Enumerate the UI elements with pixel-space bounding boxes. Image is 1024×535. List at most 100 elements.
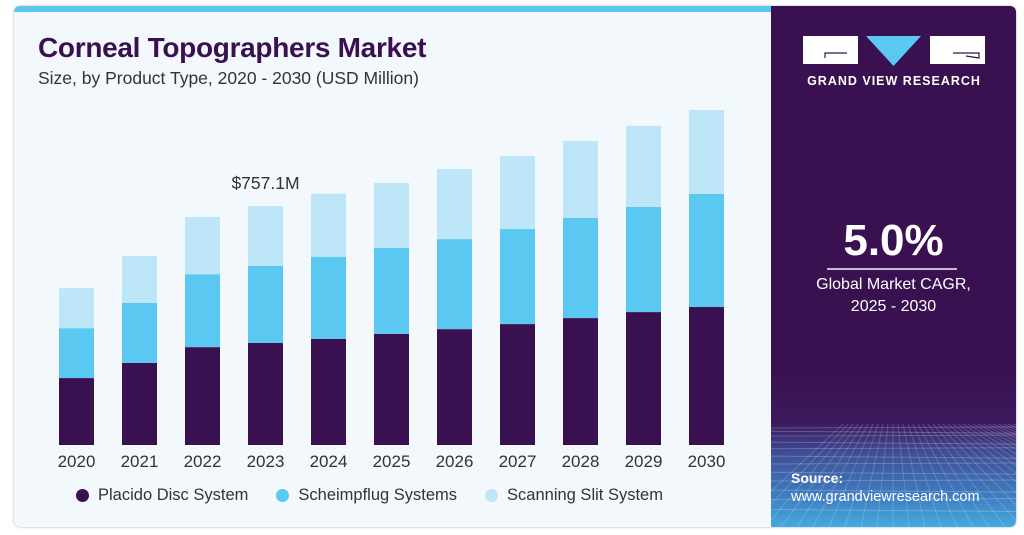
bar-segment-scanning-slit-system-2021 bbox=[122, 255, 157, 303]
bar-segment-scheimpflug-systems-2027 bbox=[500, 229, 535, 325]
infographic-card: Corneal Topographers Market Size, by Pro… bbox=[14, 6, 1016, 527]
x-tick-label: 2030 bbox=[688, 452, 726, 471]
grid-line bbox=[771, 424, 849, 505]
grid-line bbox=[912, 424, 958, 527]
grid-line bbox=[844, 424, 879, 527]
x-tick-label: 2021 bbox=[121, 452, 159, 471]
bar-segment-scanning-slit-system-2028 bbox=[563, 140, 598, 218]
grid-line bbox=[771, 508, 1016, 512]
grid-line bbox=[771, 441, 1016, 445]
bar-segment-scheimpflug-systems-2030 bbox=[689, 193, 724, 308]
legend-label: Scanning Slit System bbox=[507, 486, 663, 504]
grid-line bbox=[771, 455, 1016, 459]
grid-line bbox=[917, 424, 974, 527]
grid-line bbox=[907, 424, 942, 527]
source-url[interactable]: www.grandviewresearch.com bbox=[791, 489, 980, 505]
grid-line bbox=[922, 424, 990, 527]
legend-item-placido: Placido Disc System bbox=[76, 486, 248, 505]
accent-bar bbox=[14, 6, 771, 12]
cagr-label-line2: 2025 - 2030 bbox=[850, 298, 937, 315]
bar-segment-scanning-slit-system-2020 bbox=[59, 288, 94, 329]
grid-line bbox=[771, 462, 1016, 465]
chart-subtitle: Size, by Product Type, 2020 - 2030 (USD … bbox=[38, 68, 419, 88]
grid-line bbox=[876, 424, 889, 527]
grid-line bbox=[771, 471, 1016, 475]
grid-line bbox=[897, 424, 910, 527]
cagr-label: Global Market CAGR, 2025 - 2030 bbox=[771, 274, 1016, 318]
grid-line bbox=[932, 424, 1016, 522]
bar-segment-placido-disc-system-2028 bbox=[563, 318, 598, 445]
x-tick-label: 2028 bbox=[562, 452, 600, 471]
bar-segment-placido-disc-system-2026 bbox=[437, 329, 472, 445]
legend-dot-placido bbox=[76, 489, 89, 502]
legend-item-scanning: Scanning Slit System bbox=[485, 486, 663, 505]
grid-line bbox=[796, 424, 864, 527]
bar-segment-scanning-slit-system-2023 bbox=[248, 205, 283, 266]
x-tick-label: 2023 bbox=[247, 452, 285, 471]
bar-segment-placido-disc-system-2029 bbox=[626, 312, 661, 445]
bar-segment-scheimpflug-systems-2025 bbox=[374, 247, 409, 334]
chart-legend: Placido Disc System Scheimpflug Systems … bbox=[76, 486, 691, 505]
x-tick-label: 2027 bbox=[499, 452, 537, 471]
bar-segment-scheimpflug-systems-2020 bbox=[59, 328, 94, 379]
legend-dot-scheimpflug bbox=[276, 489, 290, 502]
grid-mesh-decoration bbox=[771, 424, 1016, 527]
grid-line bbox=[947, 424, 1016, 483]
grid-line bbox=[860, 424, 884, 527]
bar-segment-scanning-slit-system-2030 bbox=[689, 110, 724, 194]
grid-line bbox=[771, 489, 1016, 493]
grid-line bbox=[967, 424, 1016, 455]
bar-segment-scanning-slit-system-2027 bbox=[500, 156, 535, 230]
grid-line bbox=[977, 424, 1016, 446]
source-label: Source: bbox=[791, 470, 844, 486]
cagr-label-line1: Global Market CAGR, bbox=[816, 276, 971, 293]
x-tick-label: 2025 bbox=[373, 452, 411, 471]
grid-line bbox=[828, 424, 874, 527]
grand-view-research-logo-icon bbox=[803, 36, 985, 66]
bar-segment-scheimpflug-systems-2026 bbox=[437, 239, 472, 330]
bar-segment-scanning-slit-system-2025 bbox=[374, 182, 409, 248]
bar-segment-placido-disc-system-2022 bbox=[185, 347, 220, 445]
x-tick-label: 2020 bbox=[58, 452, 96, 471]
cagr-value: 5.0% bbox=[843, 216, 944, 265]
grid-line bbox=[952, 424, 1016, 474]
grid-line bbox=[972, 424, 1016, 450]
x-tick-label: 2026 bbox=[436, 452, 474, 471]
bar-segment-placido-disc-system-2027 bbox=[500, 324, 535, 445]
bar-segment-scanning-slit-system-2026 bbox=[437, 169, 472, 240]
bar-segment-placido-disc-system-2023 bbox=[248, 343, 283, 445]
bar-segment-scanning-slit-system-2024 bbox=[311, 193, 346, 257]
grid-line bbox=[771, 424, 854, 521]
grid-line bbox=[771, 430, 1016, 434]
bar-segment-placido-disc-system-2024 bbox=[311, 338, 346, 445]
grid-line bbox=[771, 498, 1016, 501]
grid-line bbox=[771, 479, 1016, 482]
bar-segment-scheimpflug-systems-2022 bbox=[185, 274, 220, 348]
legend-label: Scheimpflug Systems bbox=[298, 486, 458, 504]
bar-segment-scheimpflug-systems-2028 bbox=[563, 217, 598, 319]
bar-segment-placido-disc-system-2021 bbox=[122, 362, 157, 445]
side-panel: GRAND VIEW RESEARCH 5.0% Global Market C… bbox=[771, 6, 1016, 527]
bar-segment-scheimpflug-systems-2021 bbox=[122, 302, 157, 363]
x-tick-label: 2029 bbox=[625, 452, 663, 471]
grid-line bbox=[771, 447, 1016, 450]
stacked-bar-chart: 2020 2021 2022 2023 $757.1M 2024 2025 2026 2027 2… bbox=[58, 110, 726, 471]
grid-line bbox=[962, 424, 1016, 461]
legend-label: Placido Disc System bbox=[98, 486, 249, 504]
grid-line bbox=[927, 424, 1006, 527]
logo-text: GRAND VIEW RESEARCH bbox=[807, 74, 981, 88]
x-tick-label: 2024 bbox=[310, 452, 348, 471]
bar-segment-scheimpflug-systems-2024 bbox=[311, 256, 346, 339]
grid-line bbox=[902, 424, 926, 527]
grid-line bbox=[780, 424, 859, 527]
grid-line bbox=[771, 434, 1016, 437]
chart-title: Corneal Topographers Market bbox=[38, 32, 427, 63]
legend-dot-scanning bbox=[485, 489, 499, 502]
bar-segment-scanning-slit-system-2029 bbox=[626, 125, 661, 207]
grid-line bbox=[942, 424, 1016, 494]
cagr-divider bbox=[827, 268, 957, 270]
bar-segment-placido-disc-system-2025 bbox=[374, 333, 409, 445]
grid-line bbox=[937, 424, 1016, 506]
grid-line bbox=[957, 424, 1016, 467]
bar-segment-scanning-slit-system-2022 bbox=[185, 217, 220, 275]
